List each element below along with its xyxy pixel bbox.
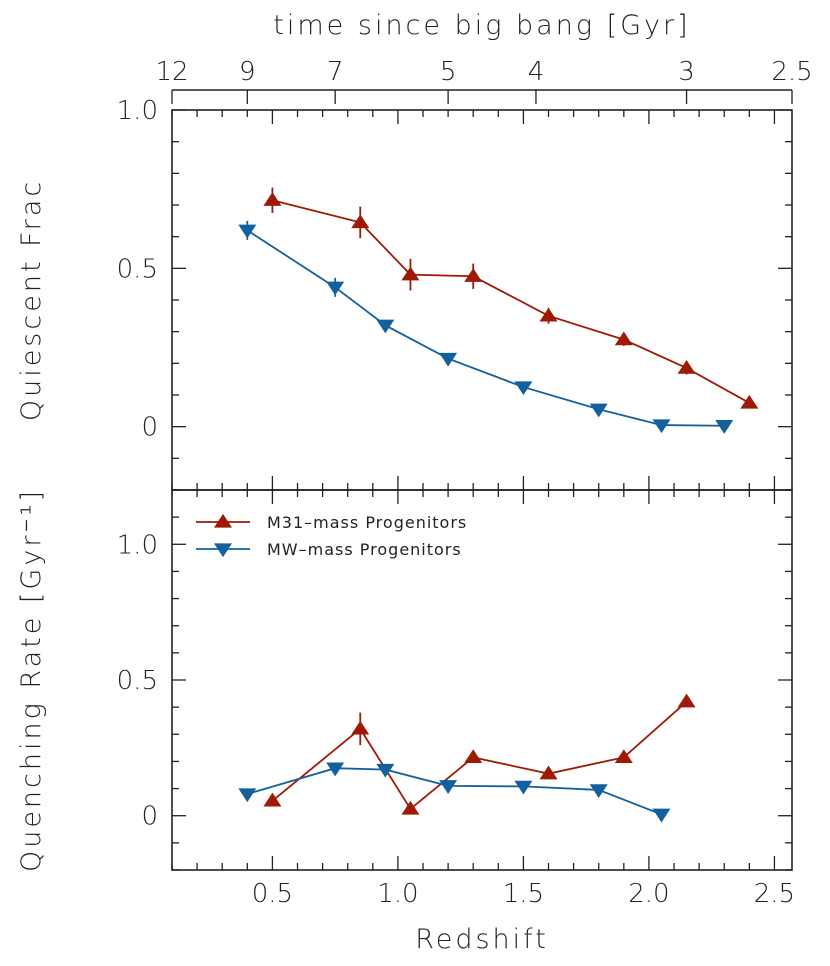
data-point	[351, 720, 370, 735]
data-point	[539, 765, 558, 780]
data-point	[740, 394, 759, 409]
y-tick-label: 0.5	[117, 254, 158, 284]
data-point	[652, 808, 671, 823]
data-point	[464, 749, 483, 764]
data-point	[439, 352, 458, 367]
data-point	[677, 359, 696, 374]
upper-y-axis-title: Quiescent Frac	[16, 179, 47, 421]
plot-frames	[171, 89, 793, 871]
lower-y-axis-title: Quenching Rate [Gyr⁻¹]	[16, 488, 47, 872]
y-tick-label: 0	[141, 802, 158, 832]
data-point	[439, 780, 458, 794]
data-point	[376, 763, 395, 778]
top-axis-tick-label: 4	[528, 57, 545, 87]
data-point	[614, 331, 633, 346]
data-point	[614, 749, 633, 764]
top-axis-tick-label: 3	[678, 57, 695, 87]
top-axis-tick-label: 5	[440, 57, 457, 87]
legend-label: M31–mass Progenitors	[267, 513, 467, 532]
data-point	[514, 381, 533, 396]
x-axis-title: Redshift	[415, 924, 549, 955]
top-axis-tick-label: 9	[239, 57, 256, 87]
quiescent-fraction-series-m31	[263, 187, 759, 409]
top-axis-title: time since big bang [Gyr]	[273, 10, 690, 41]
data-point	[238, 788, 257, 803]
data-point	[238, 224, 257, 239]
data-point	[589, 784, 608, 799]
data-point	[326, 762, 345, 777]
legend-marker	[214, 513, 232, 528]
data-point	[464, 268, 483, 282]
data-point	[263, 792, 282, 807]
series-line	[272, 199, 750, 404]
series-line	[246, 229, 725, 427]
x-tick-label: 0.5	[252, 879, 293, 909]
panel-frame-2	[171, 489, 793, 871]
data-point	[376, 319, 395, 334]
data-point	[589, 403, 608, 418]
axis-ticks	[171, 90, 793, 871]
series-layer	[238, 187, 759, 823]
legend-label: MW–mass Progenitors	[267, 540, 462, 559]
data-point	[263, 192, 282, 206]
legend-marker	[214, 543, 232, 558]
x-tick-label: 1.5	[503, 879, 544, 909]
tick-labels: 0.5 1.0 1.5 2.0 2.5 12 9 7 5 4 3 2.5 0 0.5 1.0 0 0.5 1.0	[117, 57, 813, 909]
x-tick-label: 2.5	[754, 879, 795, 909]
y-tick-label: 0.5	[117, 666, 158, 696]
data-point	[401, 800, 420, 815]
y-tick-label: 0	[141, 413, 158, 443]
quenching-rate-series-mw	[238, 762, 671, 823]
y-tick-label: 1.0	[117, 96, 158, 126]
quenching-rate-series-m31	[263, 693, 696, 815]
legend: M31–mass Progenitors MW–mass Progenitors	[196, 513, 467, 559]
data-point	[677, 693, 696, 708]
data-point	[539, 307, 558, 322]
quiescent-fraction-series-mw	[238, 220, 734, 434]
y-tick-label: 1.0	[117, 530, 158, 560]
top-axis-tick-label: 2.5	[771, 57, 812, 87]
data-point	[326, 281, 345, 296]
top-axis-tick-label: 12	[155, 57, 188, 87]
data-point	[514, 780, 533, 795]
data-point	[715, 420, 734, 434]
x-tick-label: 1.0	[377, 879, 418, 909]
data-point	[351, 214, 370, 229]
data-point	[401, 266, 420, 281]
data-point	[652, 419, 671, 434]
panel-frame-1	[171, 109, 793, 491]
top-axis-tick-label: 7	[327, 57, 344, 87]
x-tick-label: 2.0	[628, 879, 669, 909]
